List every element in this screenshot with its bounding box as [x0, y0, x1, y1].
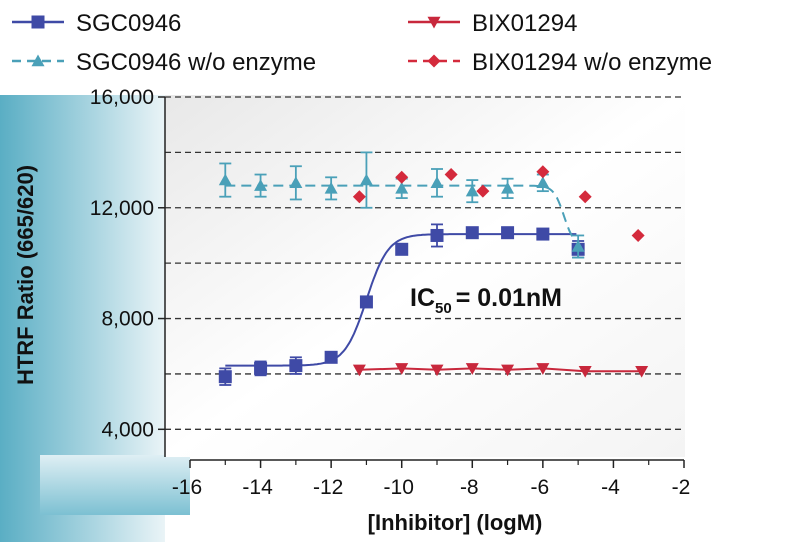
y-tick-label: 16,000: [90, 86, 154, 109]
data-point: [536, 227, 550, 241]
data-point: [430, 364, 444, 377]
data-point: [254, 361, 268, 375]
data-point: [465, 184, 479, 197]
data-point: [395, 170, 409, 184]
axes: 4,000 8,000 12,000 16,000 -16 -14 -12 -10 -8 -6 -4…: [90, 86, 691, 499]
legend-label: SGC0946 w/o enzyme: [76, 49, 316, 76]
legend-label: BIX01294 w/o enzyme: [472, 49, 712, 76]
data-point: [289, 176, 303, 189]
data-point: [476, 184, 490, 198]
data-point: [359, 173, 373, 186]
data-point: [578, 365, 592, 378]
ic50-label: IC: [410, 284, 435, 312]
data-point: [430, 228, 444, 242]
x-tick-label: -8: [460, 476, 479, 499]
y-tick-label: 8,000: [101, 308, 154, 331]
data-point: [465, 226, 479, 240]
marks: [218, 151, 649, 386]
data-point: [218, 173, 232, 186]
x-tick-label: -10: [384, 476, 414, 499]
series-line: [225, 233, 577, 367]
data-point: [501, 226, 515, 240]
y-tick-label: 12,000: [90, 197, 154, 220]
x-tick-label: -4: [601, 476, 620, 499]
data-point: [395, 181, 409, 194]
x-tick-label: -6: [531, 476, 550, 499]
legend-label: SGC0946: [76, 10, 181, 37]
data-point: [324, 181, 338, 194]
legend-label: BIX01294: [472, 10, 577, 37]
data-point: [501, 364, 515, 377]
legend-marker: [427, 16, 441, 29]
legend: SGC0946 SGC0946 w/o enzyme BIX01294 BIX0129…: [12, 10, 712, 76]
data-point: [359, 295, 373, 309]
x-tick-label: -12: [313, 476, 343, 499]
data-point: [395, 242, 409, 256]
x-tick-label: -2: [672, 476, 691, 499]
data-point: [635, 365, 649, 378]
grid: [165, 96, 684, 430]
x-tick-label: -16: [172, 476, 202, 499]
legend-marker: [31, 15, 45, 29]
data-point: [289, 359, 303, 373]
series-line: [359, 367, 642, 373]
data-point: [254, 179, 268, 191]
x-axis-title: [Inhibitor] (logM): [368, 510, 543, 535]
plot-area: [165, 95, 685, 457]
ic50-annotation: IC50 = 0.01nM: [410, 284, 562, 317]
data-point: [571, 240, 585, 252]
y-axis-title: HTRF Ratio (665/620): [13, 165, 38, 385]
data-point: [324, 350, 338, 364]
data-point: [536, 165, 550, 179]
data-point: [352, 364, 366, 377]
data-point: [395, 363, 409, 375]
data-point: [444, 168, 458, 182]
chart-background-bottom: [40, 455, 190, 515]
ic50-subscript: 50: [435, 300, 452, 317]
data-point: [536, 363, 550, 375]
data-point: [631, 228, 645, 242]
data-point: [501, 181, 515, 194]
data-point: [578, 190, 592, 204]
x-tick-label: -14: [242, 476, 273, 499]
legend-marker: [427, 54, 441, 68]
ic50-value: = 0.01nM: [456, 284, 562, 312]
data-point: [218, 370, 232, 384]
series-line: [225, 184, 578, 243]
data-point: [465, 363, 479, 375]
legend-marker: [31, 54, 45, 67]
data-point: [352, 190, 366, 204]
y-tick-label: 4,000: [101, 418, 154, 441]
data-point: [430, 176, 444, 189]
data-point: [536, 176, 550, 189]
